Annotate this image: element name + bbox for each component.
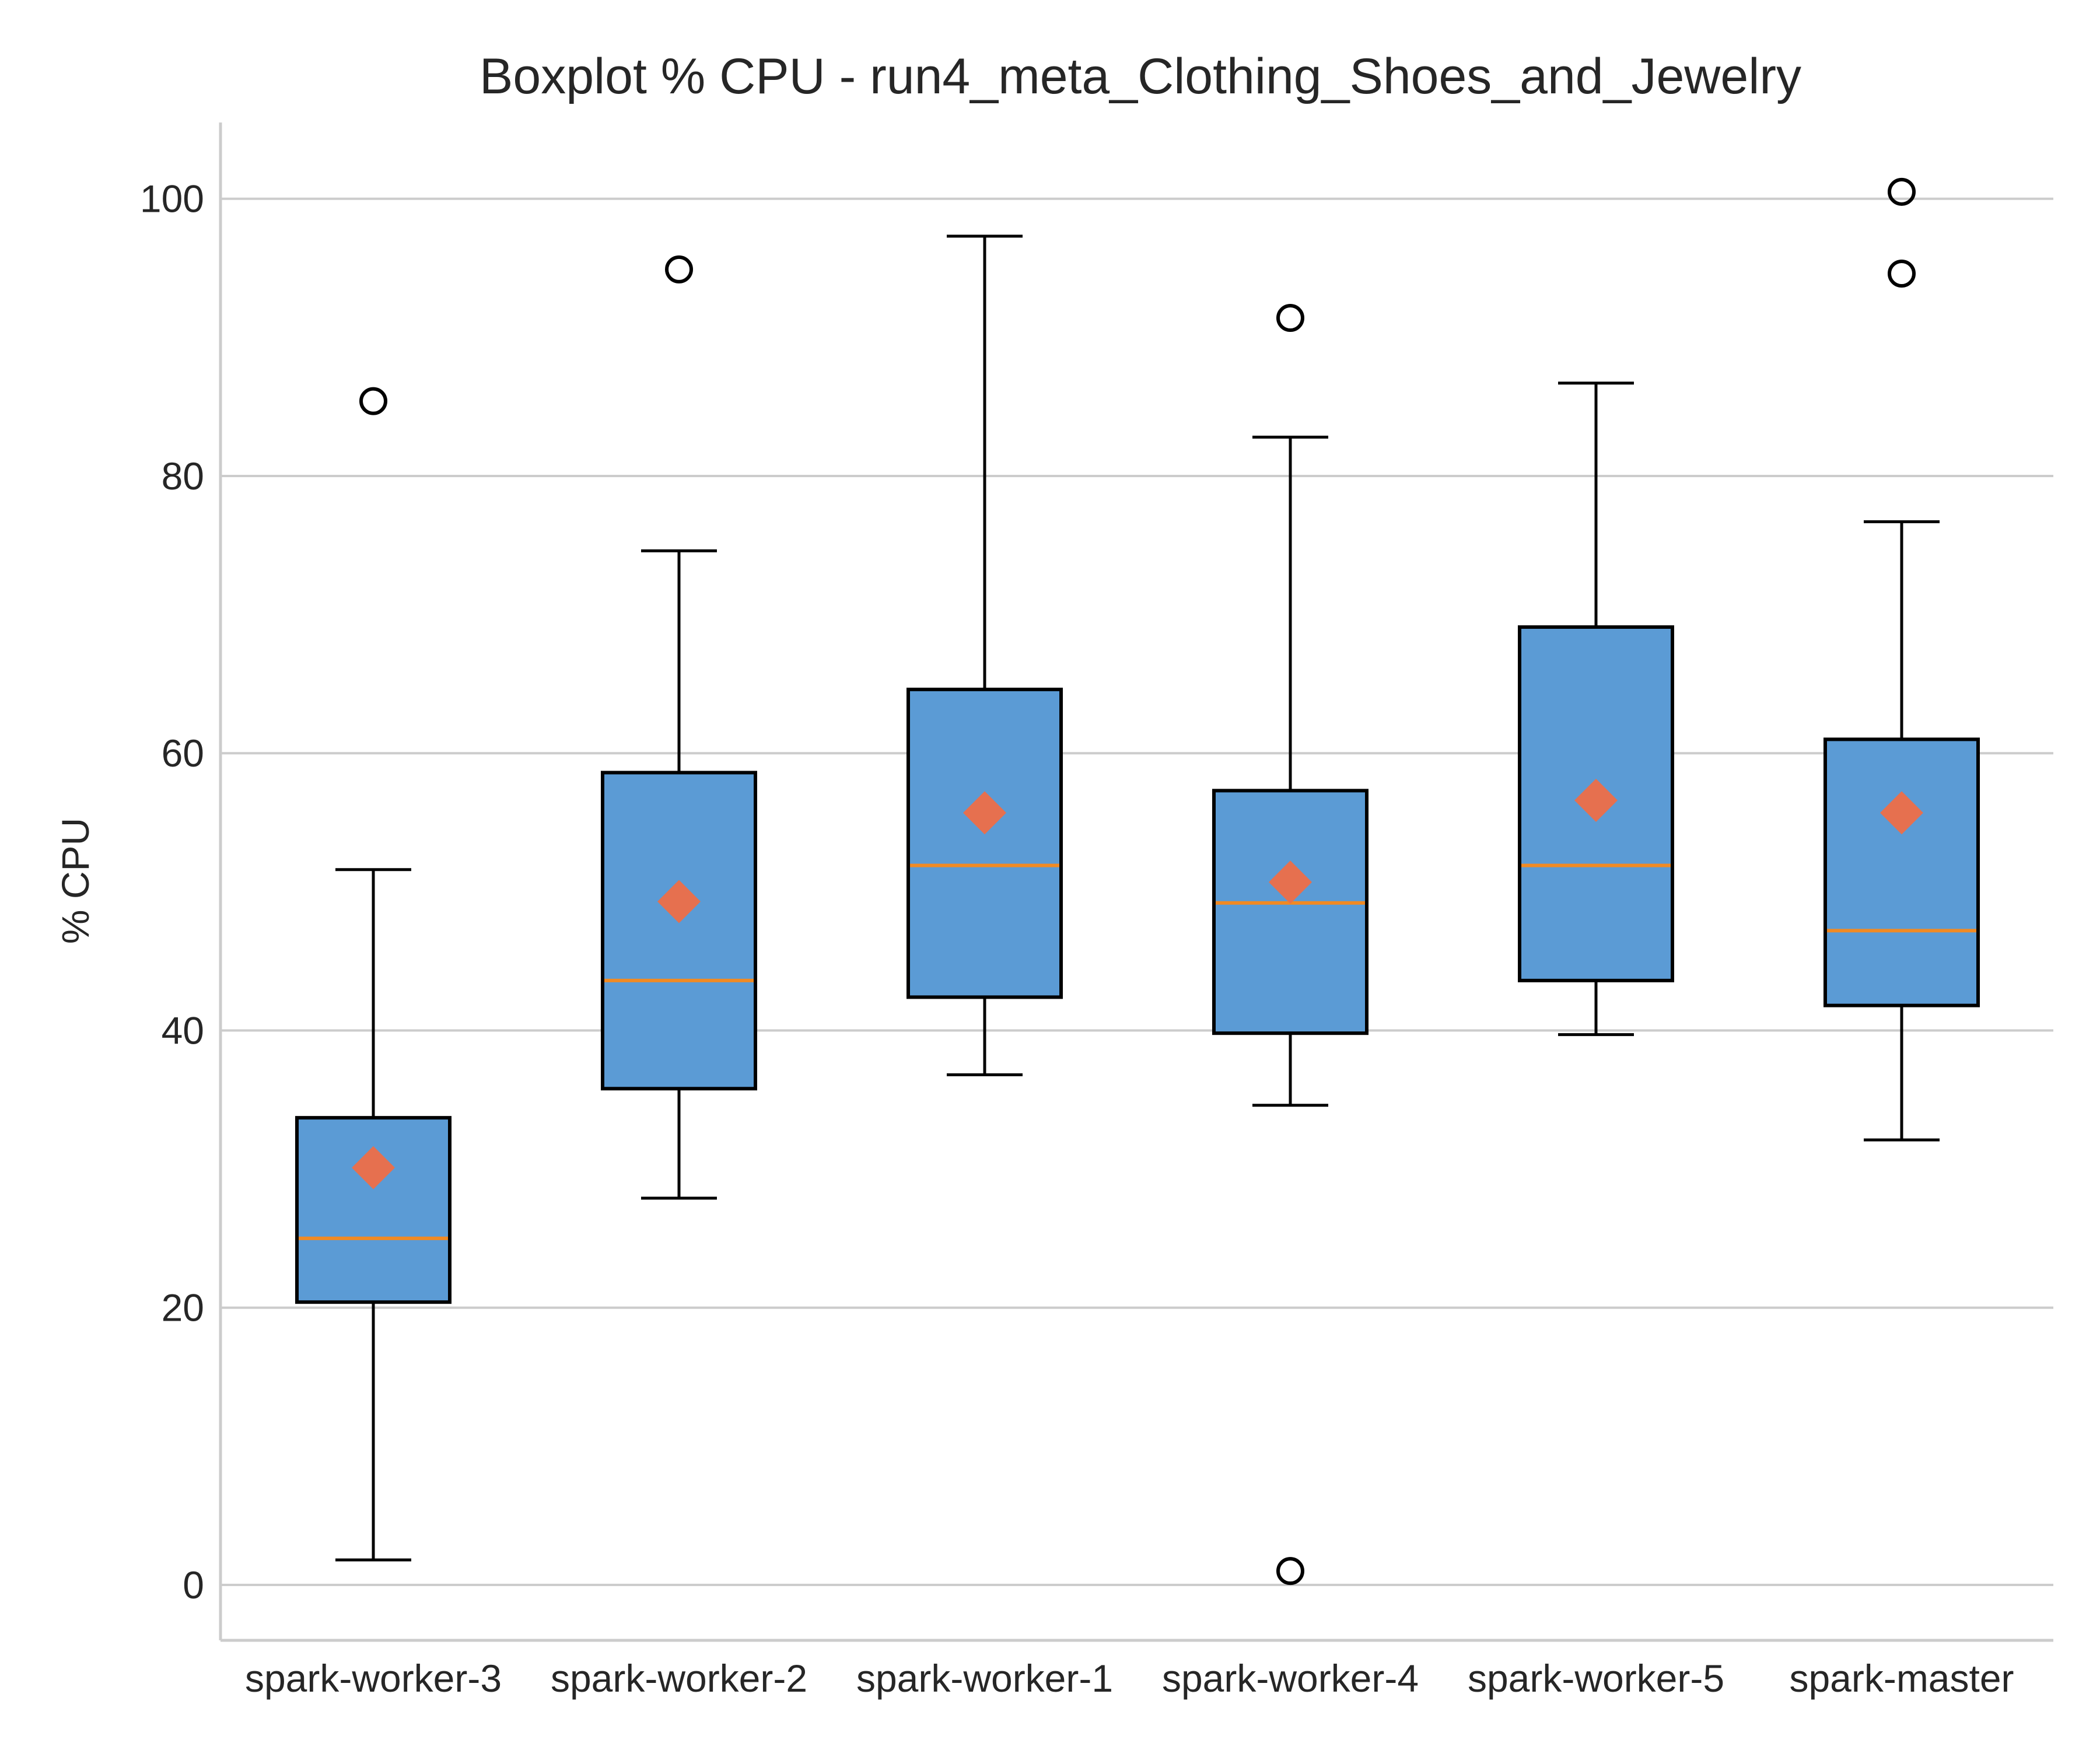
x-tick-label: spark-worker-4 xyxy=(1162,1657,1419,1700)
mean-marker xyxy=(1880,791,1923,835)
x-tick-label: spark-worker-5 xyxy=(1468,1657,1724,1700)
box-spark-worker-2 xyxy=(601,255,757,1200)
x-tick-label: spark-worker-2 xyxy=(551,1657,807,1700)
grid-lines xyxy=(220,197,2053,1586)
y-tick-labels: 0 20 40 60 80 100 xyxy=(140,177,204,1606)
outlier-point xyxy=(1888,260,1916,288)
chart-title: Boxplot % CPU - run4_meta_Clothing_Shoes… xyxy=(480,48,1801,104)
box-iqr xyxy=(1824,737,1980,1007)
outlier-point xyxy=(665,255,693,284)
axes xyxy=(219,123,2053,1642)
x-tick-label: spark-master xyxy=(1789,1657,2014,1700)
y-tick-label: 20 xyxy=(162,1286,204,1329)
box-spark-worker-1 xyxy=(907,235,1063,1076)
y-tick-label: 40 xyxy=(162,1009,204,1052)
outlier-point xyxy=(359,387,387,415)
box-iqr xyxy=(907,687,1063,999)
y-axis-label: % CPU xyxy=(54,818,97,944)
outlier-point xyxy=(1888,177,1916,206)
box-iqr xyxy=(295,1116,452,1304)
box-iqr xyxy=(1212,789,1368,1035)
box-spark-worker-5 xyxy=(1518,382,1674,1037)
y-tick-label: 0 xyxy=(183,1563,204,1606)
outlier-point xyxy=(1276,304,1304,332)
mean-marker xyxy=(1574,778,1618,822)
boxes xyxy=(295,177,1980,1586)
mean-marker xyxy=(657,880,701,923)
mean-marker xyxy=(1269,860,1312,904)
mean-marker xyxy=(352,1146,395,1189)
mean-marker xyxy=(963,791,1006,835)
y-tick-label: 60 xyxy=(162,732,204,775)
box-spark-worker-3 xyxy=(295,387,452,1562)
x-tick-labels: spark-worker-3 spark-worker-2 spark-worker… xyxy=(245,1657,2014,1700)
outlier-point xyxy=(1276,1557,1304,1586)
y-tick-label: 100 xyxy=(140,177,204,220)
box-iqr xyxy=(601,771,757,1091)
box-spark-worker-4 xyxy=(1212,304,1368,1586)
y-tick-label: 80 xyxy=(162,454,204,498)
x-tick-label: spark-worker-1 xyxy=(856,1657,1113,1700)
box-spark-master xyxy=(1824,177,1980,1142)
x-tick-label: spark-worker-3 xyxy=(245,1657,502,1700)
